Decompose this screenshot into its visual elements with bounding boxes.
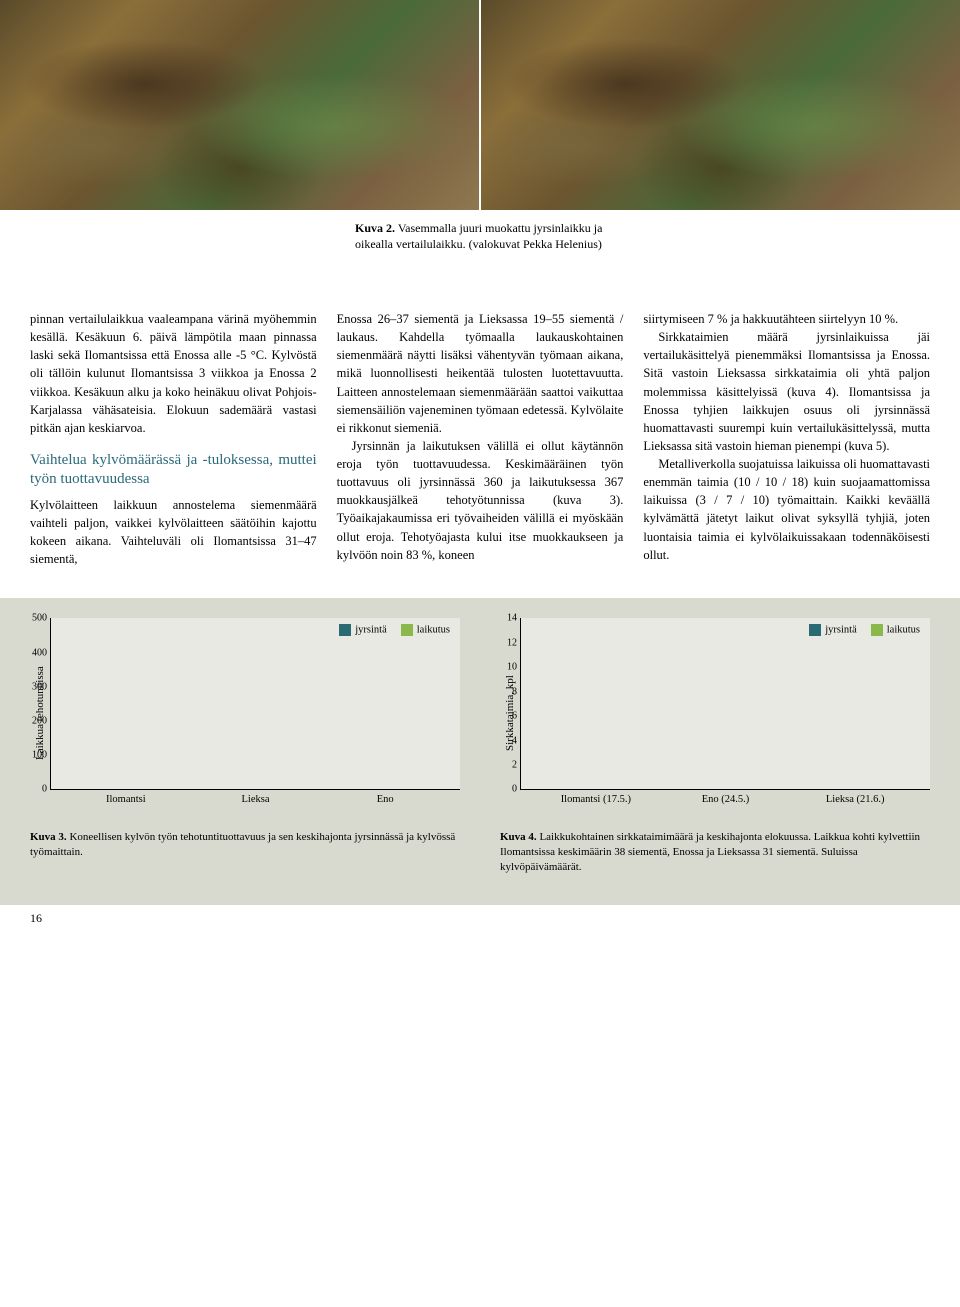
chart3-caption-text: Koneellisen kylvön työn tehotuntituottav… — [30, 831, 455, 858]
c3-p2: Sirkkataimien määrä jyrsinlaikuissa jäi … — [643, 328, 930, 455]
chart4-caption-text: Laikkukohtainen sirkkataimimäärä ja kesk… — [500, 831, 920, 873]
chart3-plot: jyrsintä laikutus 0100200300400500 Iloma… — [50, 618, 460, 790]
figure2-caption: Kuva 2. Vasemmalla juuri muokattu jyrsin… — [355, 220, 605, 252]
figure2-label: Kuva 2. — [355, 221, 395, 235]
chart-4-block: Sirkkataimia, kpl jyrsintä laikutus 0246… — [500, 618, 930, 875]
top-photo-row — [0, 0, 960, 210]
column-3: siirtymiseen 7 % ja hakkuutähteen siirte… — [643, 310, 930, 568]
column-1: pinnan vertailulaikkua vaaleampana värin… — [30, 310, 317, 568]
chart4-caption: Kuva 4. Laikkukohtainen sirkkataimimäärä… — [500, 830, 930, 875]
body-columns: pinnan vertailulaikkua vaaleampana värin… — [0, 210, 960, 598]
photo-right — [481, 0, 960, 210]
chart4-bars — [521, 618, 930, 789]
c2-p1: Enossa 26–37 siementä ja Lieksassa 19–55… — [337, 310, 624, 437]
chart4-plot: jyrsintä laikutus 02468101214 Ilomantsi … — [520, 618, 930, 790]
chart3-bars — [51, 618, 460, 789]
chart3-yticks: 0100200300400500 — [21, 618, 49, 789]
c2-p2: Jyrsinnän ja laikutuksen välillä ei ollu… — [337, 437, 624, 564]
chart3-xlabels: IlomantsiLieksaEno — [51, 794, 460, 805]
charts-panel: Laikkua tehotunnissa jyrsintä laikutus 0… — [0, 598, 960, 905]
c3-p1: siirtymiseen 7 % ja hakkuutähteen siirte… — [643, 310, 930, 328]
chart4-caption-label: Kuva 4. — [500, 831, 537, 843]
chart3-caption: Kuva 3. Koneellisen kylvön työn tehotunt… — [30, 830, 460, 860]
c1-p1: pinnan vertailulaikkua vaaleampana värin… — [30, 310, 317, 437]
chart4-yticks: 02468101214 — [491, 618, 519, 789]
subheading: Vaihtelua kylvömäärässä ja -tuloksessa, … — [30, 451, 317, 490]
c3-p3: Metalliverkolla suojatuissa laikuissa ol… — [643, 455, 930, 564]
photo-left — [0, 0, 479, 210]
chart-3-block: Laikkua tehotunnissa jyrsintä laikutus 0… — [30, 618, 460, 875]
page-number: 16 — [0, 905, 960, 936]
chart3-caption-label: Kuva 3. — [30, 831, 67, 843]
chart4-xlabels: Ilomantsi (17.5.)Eno (24.5.)Lieksa (21.6… — [521, 794, 930, 805]
c1-p2: Kylvölaitteen laikkuun annostelema sieme… — [30, 496, 317, 569]
column-2: Enossa 26–37 siementä ja Lieksassa 19–55… — [337, 310, 624, 568]
